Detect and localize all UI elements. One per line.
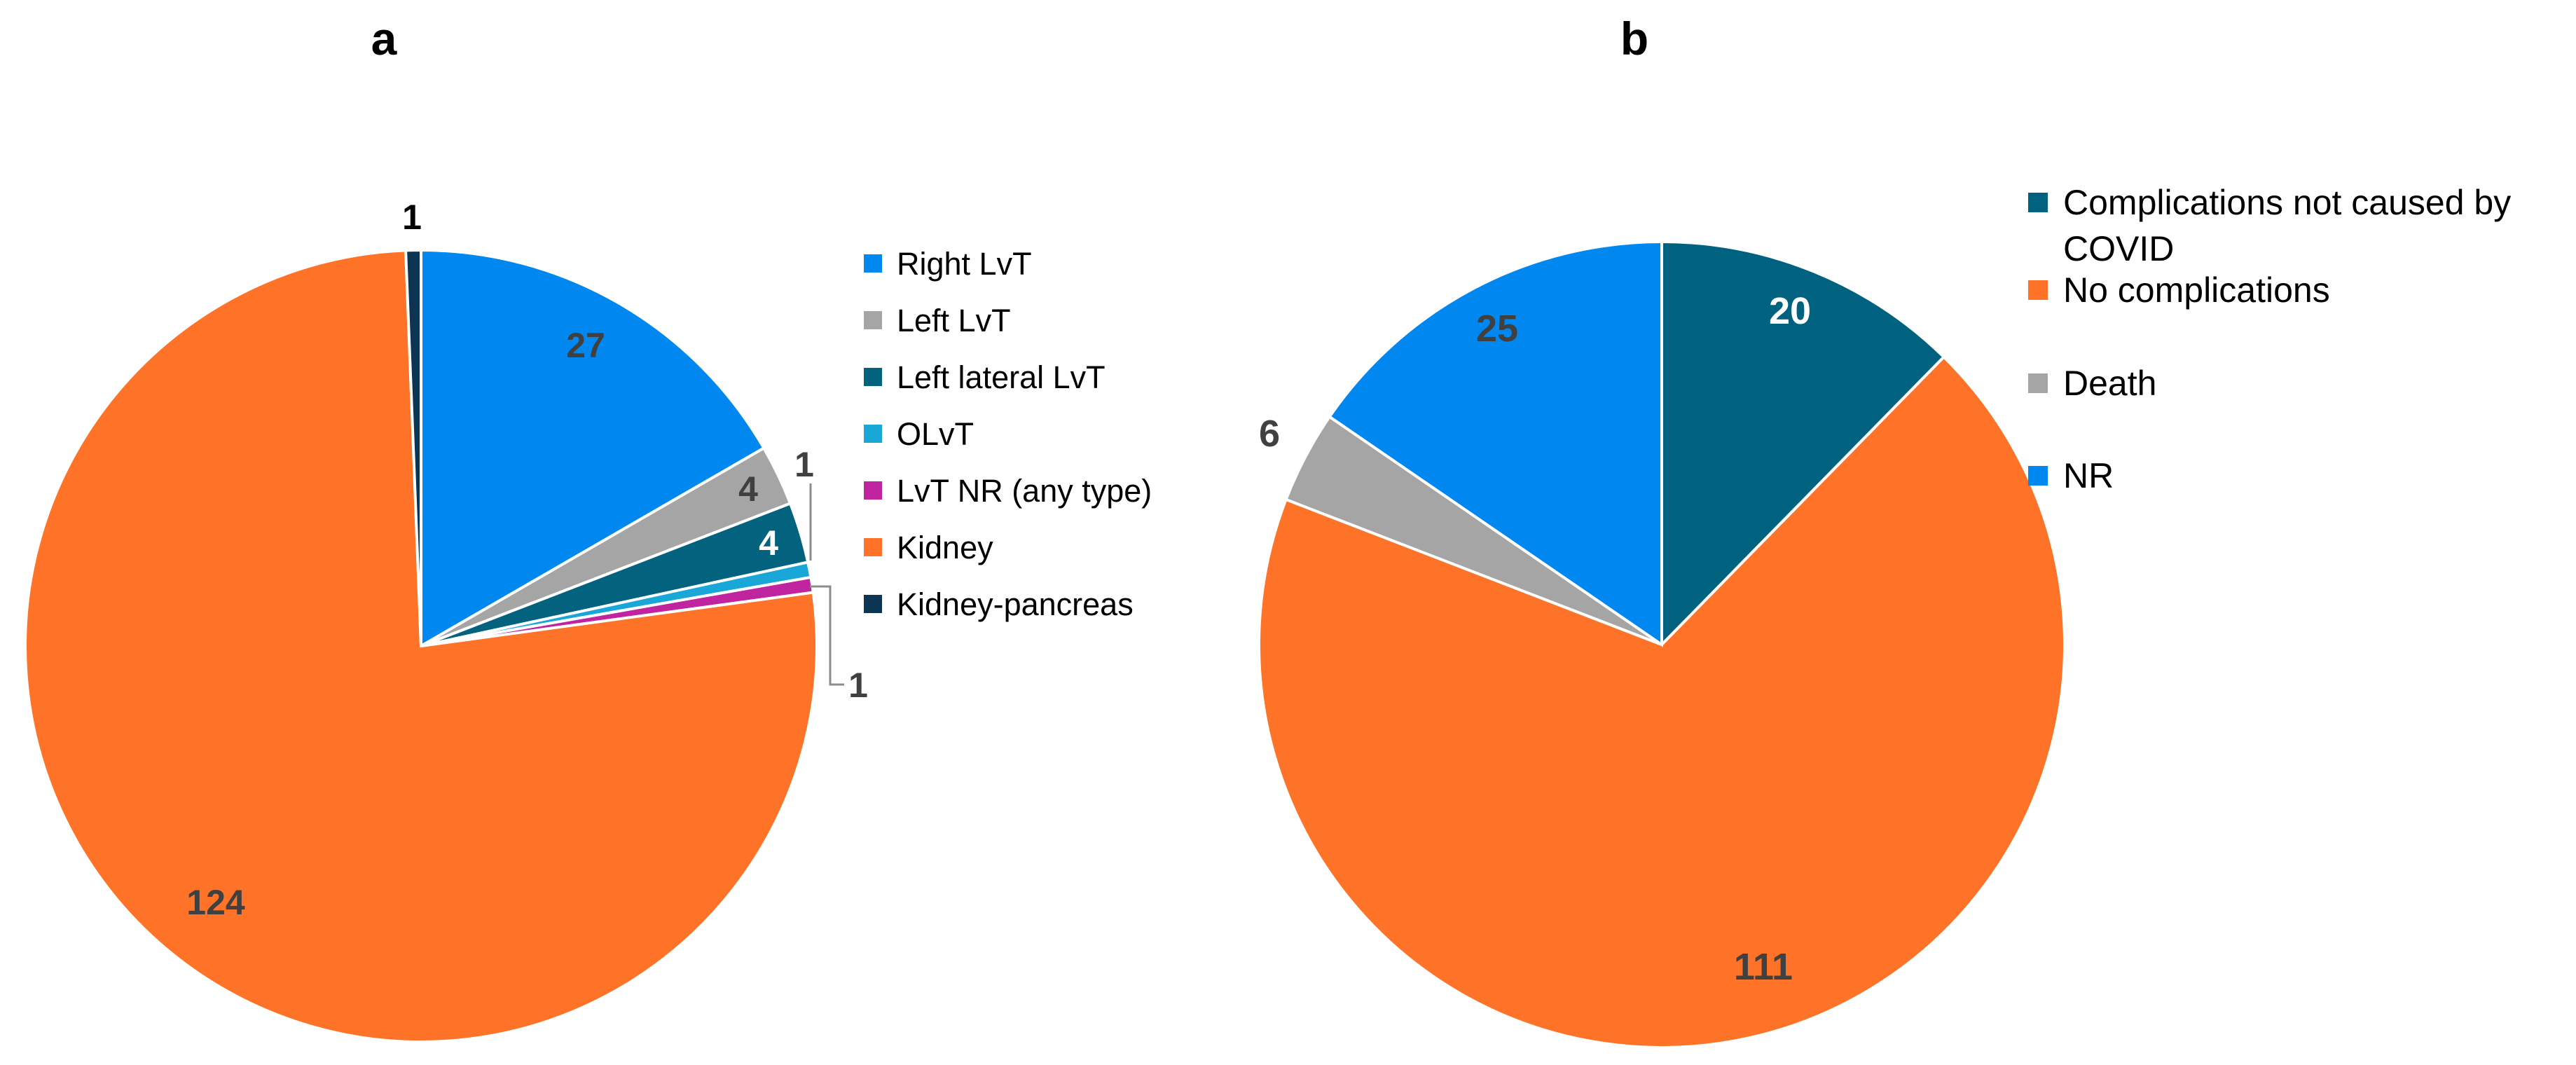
pie-chart-a <box>23 248 818 1043</box>
legend-b: Complications not caused by COVID No com… <box>2028 183 2511 495</box>
pie-chart-b <box>1258 240 2066 1049</box>
data-label-kidney: 124 <box>186 883 245 922</box>
pie-b-slice-no-complications <box>1258 355 2066 1049</box>
leader-line-lvt-nr <box>810 585 844 686</box>
legend-swatch-nr <box>2028 466 2048 486</box>
panel-b-letter: b <box>1620 13 1648 64</box>
legend-swatch-lvt-nr <box>864 481 882 500</box>
legend-label-lvt-nr: LvT NR (any type) <box>897 473 1152 509</box>
legend-swatch-no-complications <box>2028 280 2048 300</box>
data-label-no-complications: 111 <box>1734 946 1793 988</box>
data-label-nr: 25 <box>1476 308 1518 350</box>
legend-label-nr: NR <box>2063 456 2114 495</box>
legend-label-complications-not-covid-line2: COVID <box>2063 229 2174 268</box>
legend-swatch-complications-not-covid <box>2028 193 2048 212</box>
legend-label-left-lvt: Left LvT <box>897 303 1011 338</box>
legend-a: Right LvT Left LvT Left lateral LvT OLvT… <box>864 246 1152 622</box>
data-label-complications-not-covid: 20 <box>1769 290 1811 332</box>
data-label-right-lvt: 27 <box>566 326 605 365</box>
legend-label-left-lateral-lvt: Left lateral LvT <box>897 359 1106 395</box>
legend-swatch-kidney-pancreas <box>864 595 882 613</box>
data-label-kidney-pancreas: 1 <box>402 198 422 237</box>
data-label-left-lateral-lvt: 4 <box>759 523 778 563</box>
pie-b-slice-nr <box>1328 240 1663 647</box>
panel-a-letter: a <box>371 13 398 64</box>
pie-b-slice-complications-not-caused-by-covid <box>1660 240 1946 648</box>
legend-label-death: Death <box>2063 364 2156 403</box>
data-label-olvt: 1 <box>794 445 814 484</box>
legend-label-right-lvt: Right LvT <box>897 246 1032 282</box>
data-label-left-lvt: 4 <box>738 469 758 509</box>
legend-swatch-right-lvt <box>864 254 882 273</box>
legend-label-kidney-pancreas: Kidney-pancreas <box>897 586 1134 622</box>
legend-label-no-complications: No complications <box>2063 270 2330 310</box>
pie-a-slice-right-lvt <box>420 248 766 649</box>
legend-label-complications-not-covid-line1: Complications not caused by <box>2063 183 2511 222</box>
legend-swatch-left-lateral-lvt <box>864 368 882 386</box>
data-label-lvt-nr: 1 <box>848 666 868 705</box>
pie-a-slice-kidney-pancreas <box>404 248 422 647</box>
pie-a-slice-kidney <box>23 249 818 1043</box>
legend-label-kidney: Kidney <box>897 530 993 565</box>
legend-swatch-kidney <box>864 538 882 556</box>
data-label-death: 6 <box>1259 413 1280 455</box>
legend-label-olvt: OLvT <box>897 416 974 452</box>
legend-swatch-left-lvt <box>864 311 882 329</box>
legend-swatch-olvt <box>864 425 882 443</box>
legend-swatch-death <box>2028 373 2048 393</box>
